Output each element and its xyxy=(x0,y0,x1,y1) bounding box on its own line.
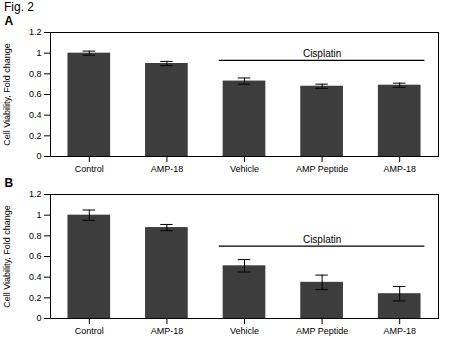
svg-text:0.8: 0.8 xyxy=(29,69,42,79)
svg-text:AMP Peptide: AMP Peptide xyxy=(296,326,348,336)
svg-text:Control: Control xyxy=(75,164,104,174)
svg-text:AMP-18: AMP-18 xyxy=(151,326,184,336)
svg-text:0.4: 0.4 xyxy=(29,110,42,120)
html-text:Fig. 2: Fig. 2 xyxy=(4,0,34,14)
svg-text:B: B xyxy=(5,176,14,190)
svg-text:0.2: 0.2 xyxy=(29,293,42,303)
svg-text:0: 0 xyxy=(36,151,41,161)
svg-text:AMP-18: AMP-18 xyxy=(383,164,416,174)
svg-text:1.2: 1.2 xyxy=(29,27,42,37)
svg-text:0.6: 0.6 xyxy=(29,251,42,261)
svg-text:Cisplatin: Cisplatin xyxy=(303,234,341,245)
svg-text:0.4: 0.4 xyxy=(29,272,42,282)
svg-text:Cisplatin: Cisplatin xyxy=(303,48,341,59)
svg-text:Cell Viability, Fold change: Cell Viability, Fold change xyxy=(2,205,12,308)
svg-text:1.2: 1.2 xyxy=(29,189,42,199)
svg-text:1: 1 xyxy=(36,210,41,220)
svg-text:0.2: 0.2 xyxy=(29,131,42,141)
svg-text:Vehicle: Vehicle xyxy=(230,326,259,336)
svg-text:0.8: 0.8 xyxy=(29,231,42,241)
svg-text:A: A xyxy=(5,14,14,28)
svg-text:1: 1 xyxy=(36,48,41,58)
svg-text:AMP-18: AMP-18 xyxy=(151,164,184,174)
svg-text:Control: Control xyxy=(75,326,104,336)
svg-text:AMP Peptide: AMP Peptide xyxy=(296,164,348,174)
svg-text:AMP-18: AMP-18 xyxy=(383,326,416,336)
svg-text:Cell Viability, Fold change: Cell Viability, Fold change xyxy=(2,43,12,146)
svg-text:Vehicle: Vehicle xyxy=(230,164,259,174)
svg-text:0: 0 xyxy=(36,313,41,323)
svg-text:0.6: 0.6 xyxy=(29,89,42,99)
